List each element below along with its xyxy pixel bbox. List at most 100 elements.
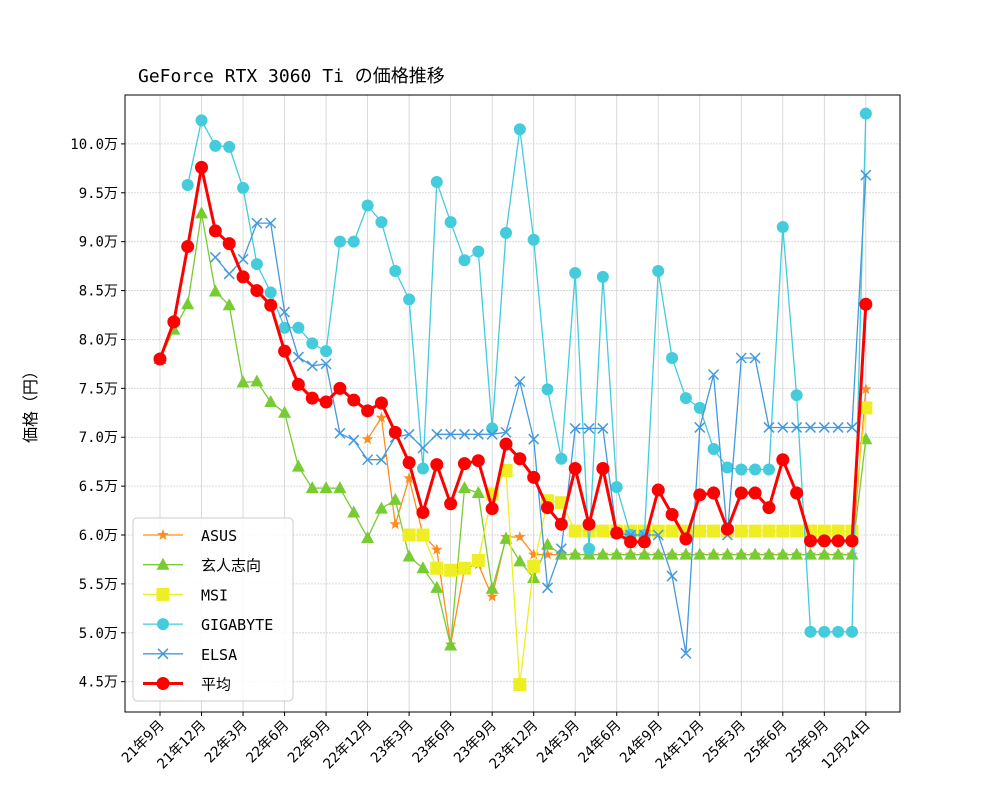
data-point <box>637 535 651 549</box>
data-point <box>486 422 499 435</box>
data-point <box>541 548 554 560</box>
data-point <box>528 433 540 445</box>
data-point <box>457 561 471 575</box>
data-point <box>181 297 195 310</box>
legend-label: MSI <box>201 586 228 604</box>
data-point <box>264 286 277 299</box>
data-point <box>748 524 762 538</box>
data-point <box>514 375 526 388</box>
data-point <box>500 226 512 239</box>
data-point <box>251 217 263 229</box>
data-point <box>222 237 236 251</box>
data-point <box>416 528 430 542</box>
data-point <box>610 481 623 494</box>
data-point <box>665 524 679 538</box>
data-point <box>818 625 831 638</box>
data-point <box>457 481 471 494</box>
data-point <box>817 534 831 548</box>
data-point <box>445 428 457 440</box>
data-point <box>431 543 443 555</box>
data-point <box>417 442 429 454</box>
legend-item: GIGABYTE <box>143 616 273 634</box>
data-point <box>831 547 845 560</box>
data-point <box>362 454 374 466</box>
data-point <box>666 352 679 365</box>
data-point <box>291 377 305 391</box>
data-point <box>416 506 430 520</box>
y-axis-label: 価格（円） <box>21 363 40 443</box>
data-point <box>305 391 319 405</box>
data-point <box>734 486 748 500</box>
data-point <box>693 401 706 414</box>
data-point <box>749 463 762 476</box>
data-point <box>596 462 610 476</box>
legend-marker <box>156 557 170 570</box>
data-point <box>208 284 222 297</box>
y-tick-label: 4.5万 <box>79 675 118 691</box>
x-tick-label: 22年3月 <box>202 718 251 767</box>
data-point <box>665 507 679 521</box>
data-point <box>763 421 775 433</box>
data-point <box>776 524 790 538</box>
data-point <box>403 293 416 306</box>
legend: ASUS 玄人志向 MSI GIGABYTE ELSA 平均 <box>132 517 294 702</box>
chart-title: GeForce RTX 3060 Ti の価格推移 <box>138 66 445 87</box>
data-point <box>499 437 513 451</box>
data-point <box>375 411 388 423</box>
data-point <box>499 531 513 544</box>
x-tick-label: 25年3月 <box>700 718 749 767</box>
data-point <box>831 524 845 538</box>
legend-box <box>132 517 294 702</box>
data-point <box>652 529 664 541</box>
series-line <box>159 213 867 646</box>
data-point <box>514 531 526 542</box>
series-GIGABYTE <box>181 107 872 638</box>
data-point <box>790 547 804 560</box>
data-point <box>389 265 402 278</box>
data-point <box>762 524 776 538</box>
legend-item: 平均 <box>143 676 231 694</box>
data-point <box>680 647 692 659</box>
data-point <box>832 421 844 433</box>
data-point <box>416 561 430 574</box>
data-point <box>527 571 541 584</box>
y-tick-label: 6.5万 <box>79 479 118 495</box>
data-point <box>222 298 236 311</box>
data-point <box>860 169 872 181</box>
data-point <box>568 462 582 476</box>
data-point <box>444 216 457 229</box>
x-tick-label: 23年6月 <box>409 718 458 767</box>
legend-marker <box>157 618 169 631</box>
data-point <box>818 421 830 433</box>
data-point <box>485 502 499 516</box>
data-point <box>209 139 222 152</box>
data-point <box>444 638 458 651</box>
data-point <box>679 532 693 546</box>
y-tick-label: 9.5万 <box>79 186 118 202</box>
data-point <box>431 428 443 440</box>
data-point <box>223 140 236 153</box>
data-point <box>720 522 734 536</box>
data-point <box>748 547 762 560</box>
data-point <box>804 421 817 433</box>
data-point <box>568 547 582 560</box>
legend-marker <box>157 529 169 540</box>
y-tick-label: 8.5万 <box>79 284 118 300</box>
data-point <box>859 297 873 311</box>
data-point <box>568 524 582 538</box>
data-point <box>195 206 209 219</box>
data-point <box>374 501 388 514</box>
y-tick-label: 5.0万 <box>79 626 118 642</box>
data-point <box>348 434 360 446</box>
data-point <box>457 457 471 471</box>
data-point <box>458 428 471 440</box>
legend-label: 玄人志向 <box>201 557 261 575</box>
data-point <box>527 559 541 573</box>
data-point <box>665 547 679 560</box>
data-point <box>236 270 250 284</box>
data-point <box>181 178 194 191</box>
data-point <box>278 344 292 358</box>
data-point <box>569 266 582 279</box>
data-point <box>181 240 195 254</box>
